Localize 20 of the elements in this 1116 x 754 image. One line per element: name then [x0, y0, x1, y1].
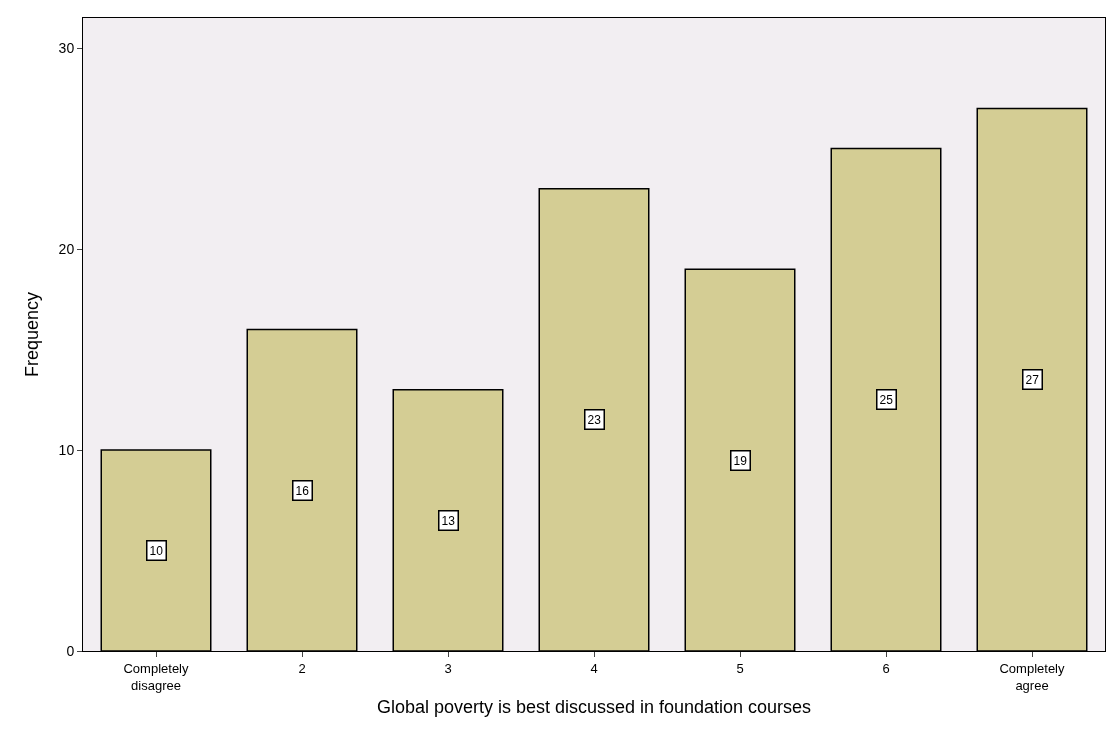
data-label: 13 — [441, 513, 456, 528]
y-tick-label: 30 — [58, 40, 75, 57]
y-tick-label: 10 — [58, 441, 75, 458]
x-axis-title: Global poverty is best discussed in foundation courses — [376, 696, 812, 717]
x-tick-label: 2 — [298, 660, 306, 676]
x-tick-label: Completely agree — [999, 660, 1066, 693]
x-tick-label: 5 — [736, 660, 744, 676]
data-label: 19 — [733, 453, 748, 468]
y-axis-title: Frequency — [21, 291, 42, 378]
data-label: 16 — [295, 483, 310, 498]
data-label: 25 — [879, 392, 894, 407]
data-label: 27 — [1025, 372, 1040, 387]
y-tick-label: 20 — [58, 241, 75, 257]
x-tick-label: 6 — [882, 660, 890, 676]
y-tick-label: 0 — [66, 642, 75, 659]
data-label: 10 — [149, 543, 164, 558]
x-tick-label: 3 — [444, 660, 452, 676]
data-label: 23 — [587, 412, 602, 427]
x-tick-label: 4 — [590, 660, 598, 676]
x-tick-label: Completely disagree — [123, 660, 190, 693]
